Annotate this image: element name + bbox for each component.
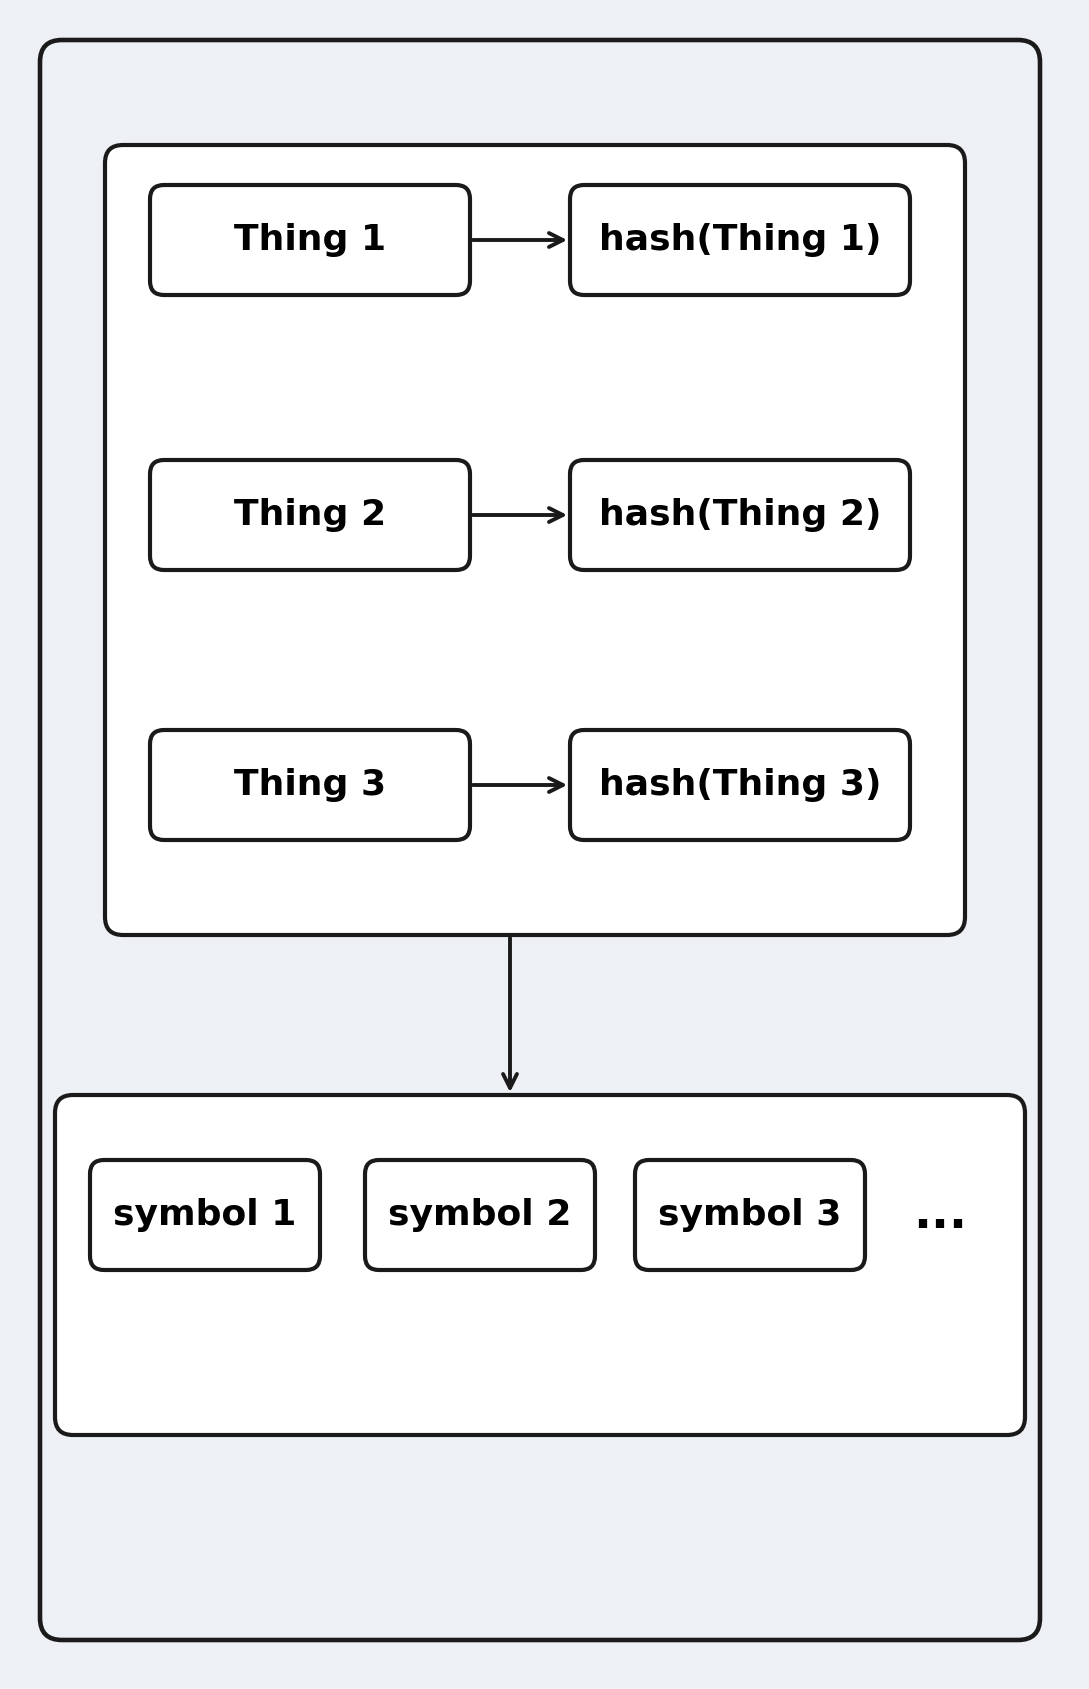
Text: hash(Thing 1): hash(Thing 1) (599, 223, 881, 257)
Text: Thing 2: Thing 2 (234, 498, 387, 532)
Text: Thing 3: Thing 3 (234, 768, 387, 802)
FancyBboxPatch shape (150, 459, 470, 569)
Text: symbol 3: symbol 3 (659, 1198, 842, 1231)
FancyBboxPatch shape (570, 459, 910, 569)
Text: hash(Thing 2): hash(Thing 2) (599, 498, 881, 532)
FancyBboxPatch shape (150, 730, 470, 839)
Text: ...: ... (913, 1192, 967, 1238)
Text: hash(Thing 3): hash(Thing 3) (599, 768, 881, 802)
Text: Thing 1: Thing 1 (234, 223, 387, 257)
FancyBboxPatch shape (365, 1160, 595, 1270)
FancyBboxPatch shape (90, 1160, 320, 1270)
FancyBboxPatch shape (56, 1094, 1025, 1436)
FancyBboxPatch shape (150, 186, 470, 296)
FancyBboxPatch shape (570, 730, 910, 839)
FancyBboxPatch shape (105, 145, 965, 936)
Text: symbol 1: symbol 1 (113, 1198, 296, 1231)
Text: symbol 2: symbol 2 (389, 1198, 572, 1231)
FancyBboxPatch shape (570, 186, 910, 296)
FancyBboxPatch shape (40, 41, 1040, 1640)
FancyBboxPatch shape (635, 1160, 865, 1270)
